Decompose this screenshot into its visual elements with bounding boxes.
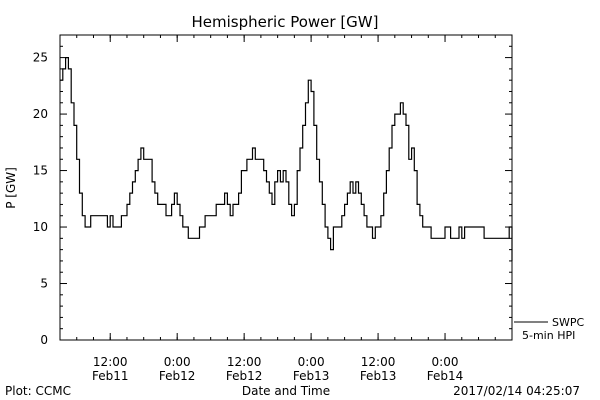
x-axis-label: Date and Time (242, 384, 330, 398)
x-tick-time-label: 12:00 (93, 355, 128, 369)
y-tick-label: 0 (40, 333, 48, 347)
chart-title: Hemispheric Power [GW] (192, 13, 379, 31)
x-tick-date-label: Feb12 (159, 369, 196, 383)
legend-hpi-label: 5-min HPI (522, 329, 575, 342)
x-tick-time-label: 12:00 (361, 355, 396, 369)
legend-swpc-label: SWPC (552, 316, 584, 329)
y-tick-label: 10 (33, 220, 48, 234)
y-tick-label: 5 (40, 277, 48, 291)
series-line-swpc (60, 57, 513, 261)
plot-timestamp: 2017/02/14 04:25:07 (453, 384, 580, 398)
x-tick-date-label: Feb14 (427, 369, 464, 383)
x-tick-time-label: 0:00 (164, 355, 191, 369)
x-tick-date-label: Feb13 (360, 369, 397, 383)
y-tick-label: 15 (33, 164, 48, 178)
y-tick-label: 25 (33, 51, 48, 65)
x-tick-time-label: 0:00 (432, 355, 459, 369)
plot-frame (59, 34, 513, 341)
x-tick-time-label: 12:00 (227, 355, 262, 369)
x-tick-date-label: Feb12 (226, 369, 263, 383)
x-tick-date-label: Feb13 (293, 369, 330, 383)
plot-credit: Plot: CCMC (5, 384, 71, 398)
y-tick-label: 20 (33, 107, 48, 121)
y-axis-label: P [GW] (4, 167, 18, 209)
x-tick-time-label: 0:00 (298, 355, 325, 369)
x-tick-date-label: Feb11 (92, 369, 129, 383)
